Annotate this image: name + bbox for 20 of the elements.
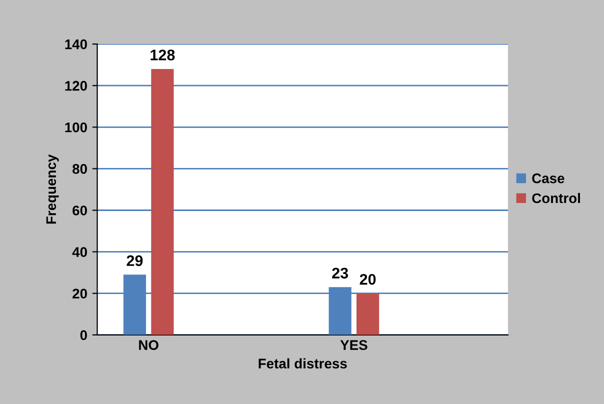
x-axis-title: Fetal distress <box>258 358 347 368</box>
bar <box>151 68 174 335</box>
y-tick-label: 60 <box>72 206 87 216</box>
y-tick-label: 80 <box>72 164 87 174</box>
x-tick-label: NO <box>139 340 158 350</box>
legend-label: Control <box>532 192 580 204</box>
bar <box>356 293 380 335</box>
y-tick-label: 0 <box>80 330 87 340</box>
data-label: 29 <box>126 255 143 266</box>
legend-label: Case <box>532 173 564 184</box>
y-tick-label: 20 <box>72 288 87 299</box>
data-label: 23 <box>332 268 348 279</box>
y-tick-label: 100 <box>65 122 87 132</box>
x-tick-label: YES <box>340 340 368 350</box>
y-axis-title: Frequency <box>46 154 59 224</box>
y-tick-label: 120 <box>65 80 87 91</box>
data-label: 128 <box>150 50 175 60</box>
y-tick-label: 140 <box>65 39 87 50</box>
data-label: 20 <box>360 274 376 285</box>
y-tick-label: 40 <box>72 247 87 257</box>
